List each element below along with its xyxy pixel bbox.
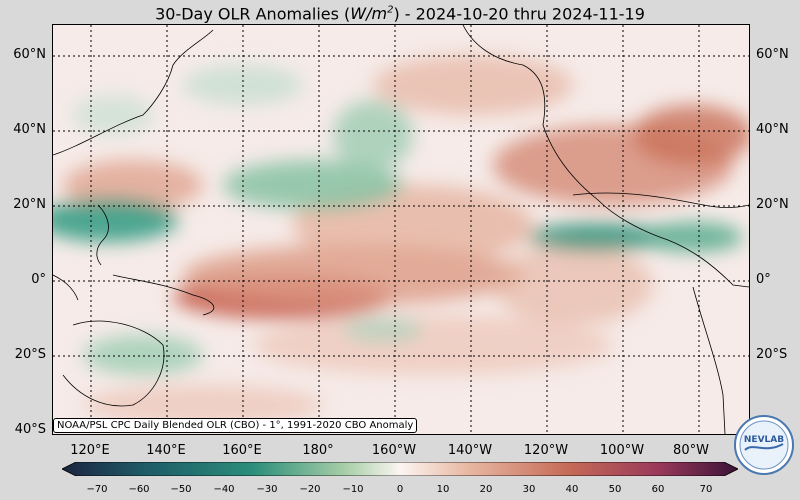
lat-label-left: 60°N bbox=[13, 47, 46, 62]
colorbar-tick: 50 bbox=[608, 484, 622, 495]
colorbar-tick: 30 bbox=[522, 484, 536, 495]
colorbar-tick: −10 bbox=[342, 484, 364, 495]
lat-label-left: 20°N bbox=[13, 197, 46, 212]
colorbar-tick: −50 bbox=[170, 484, 192, 495]
colorbar-tick: 20 bbox=[479, 484, 493, 495]
lat-label-right: 40°N bbox=[756, 122, 789, 137]
data-credit: NOAA/PSL CPC Daily Blended OLR (CBO) - 1… bbox=[53, 418, 418, 433]
colorbar-tick: −20 bbox=[299, 484, 321, 495]
lon-label: 180° bbox=[302, 443, 334, 458]
lat-label-left: 40°N bbox=[13, 122, 46, 137]
anomaly-cool-philippines bbox=[53, 198, 178, 242]
anomaly-cool-central-america bbox=[528, 223, 668, 251]
svg-text:NEVLAB: NEVLAB bbox=[744, 435, 784, 445]
lon-label: 160°E bbox=[222, 443, 262, 458]
colorbar bbox=[62, 462, 738, 476]
lat-label-right: 60°N bbox=[756, 47, 789, 62]
lon-label: 100°W bbox=[599, 443, 645, 458]
anomaly-map bbox=[52, 24, 750, 435]
graticule bbox=[53, 25, 749, 434]
lon-label: 160°W bbox=[371, 443, 417, 458]
colorbar-tick: 60 bbox=[651, 484, 665, 495]
coast-asia bbox=[53, 29, 214, 156]
lat-label-left: 40°S bbox=[14, 422, 46, 437]
map-field bbox=[53, 25, 749, 434]
coast-americas bbox=[462, 25, 749, 288]
colorbar-tick: −60 bbox=[128, 484, 150, 495]
lon-label: 120°E bbox=[70, 443, 110, 458]
colorbar-tick: 40 bbox=[565, 484, 579, 495]
page-title: 30-Day OLR Anomalies (W/m2) - 2024-10-20… bbox=[155, 4, 645, 24]
colorbar-tick: −30 bbox=[256, 484, 278, 495]
lon-label: 140°E bbox=[146, 443, 186, 458]
lat-label-right: 0° bbox=[756, 272, 771, 287]
coast-australia bbox=[62, 320, 165, 407]
colorbar-tick: 70 bbox=[699, 484, 713, 495]
colorbar-tick: 10 bbox=[436, 484, 450, 495]
lat-label-left: 0° bbox=[31, 272, 46, 287]
colorbar-tick: −70 bbox=[86, 484, 108, 495]
noaa-psl-logo: NEVLAB bbox=[734, 415, 794, 475]
colorbar-tick: 0 bbox=[396, 484, 404, 495]
lat-label-right: 20°N bbox=[756, 197, 789, 212]
lat-label-left: 20°S bbox=[14, 347, 46, 362]
colorbar-tick: −40 bbox=[213, 484, 235, 495]
lon-label: 140°W bbox=[447, 443, 493, 458]
lon-label: 120°W bbox=[523, 443, 569, 458]
lon-label: 80°W bbox=[673, 443, 709, 458]
lat-label-right: 20°S bbox=[756, 347, 788, 362]
